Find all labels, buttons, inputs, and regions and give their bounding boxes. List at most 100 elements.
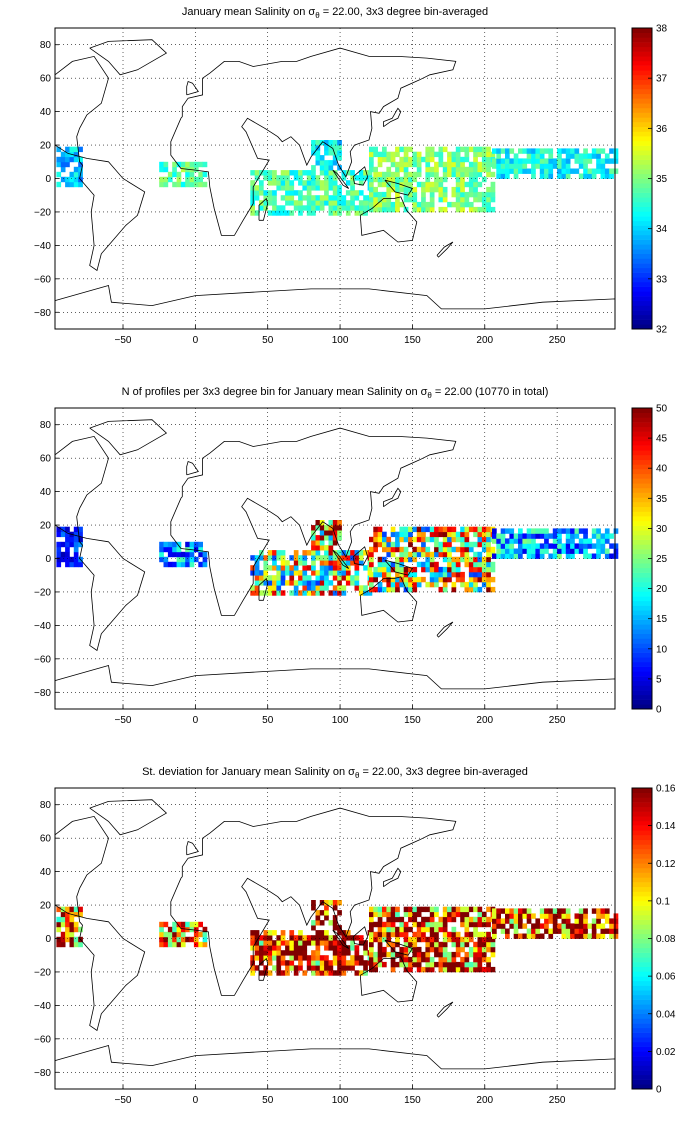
data-cell	[481, 916, 487, 923]
data-cell	[319, 930, 325, 936]
data-cell	[377, 201, 383, 208]
data-cell	[447, 151, 452, 158]
data-cell	[429, 571, 435, 578]
data-cell	[73, 531, 79, 538]
data-cell	[438, 571, 444, 578]
data-cell	[477, 951, 483, 958]
data-cell	[460, 576, 465, 583]
data-cell	[395, 566, 400, 573]
data-cell	[56, 941, 62, 948]
data-cell	[354, 195, 360, 201]
data-cell	[509, 548, 515, 554]
data-cell	[557, 923, 562, 929]
data-cell	[477, 961, 483, 968]
data-cell	[298, 590, 303, 596]
data-cell	[272, 555, 277, 561]
data-cell	[416, 206, 422, 213]
data-cell	[302, 955, 308, 961]
data-cell	[198, 551, 203, 558]
data-cell	[298, 960, 303, 966]
data-cell	[298, 950, 303, 956]
data-cell	[377, 951, 383, 958]
colorbar-swatch	[632, 652, 652, 658]
colorbar-swatch	[632, 258, 652, 264]
data-cell	[306, 205, 312, 211]
colorbar-swatch	[632, 324, 652, 330]
x-tick-label: 250	[549, 335, 566, 346]
data-cell	[412, 956, 418, 963]
data-cell	[176, 561, 182, 568]
data-cell	[481, 166, 487, 173]
data-cell	[263, 170, 269, 176]
data-cell	[486, 931, 491, 938]
data-cell	[172, 541, 177, 548]
colorbar-swatch	[632, 657, 652, 663]
data-cell	[455, 161, 461, 168]
data-cell	[451, 956, 457, 963]
data-cell	[272, 965, 277, 971]
data-cell	[350, 180, 355, 186]
data-cell	[477, 191, 483, 198]
data-cell	[438, 546, 444, 553]
data-cell	[250, 960, 255, 966]
colorbar-swatch	[632, 591, 652, 597]
data-cell	[369, 966, 374, 973]
data-cell	[254, 585, 260, 591]
data-cell	[395, 951, 400, 958]
data-cell	[386, 931, 392, 938]
data-cell	[557, 158, 562, 164]
y-tick-label: 0	[45, 174, 51, 185]
data-cell	[341, 960, 347, 966]
data-cell	[481, 581, 487, 588]
data-cell	[395, 176, 400, 183]
data-cell	[526, 148, 532, 154]
colorbar-swatch	[632, 249, 652, 255]
data-cell	[526, 168, 532, 174]
data-cell	[574, 148, 580, 154]
data-cell	[570, 553, 575, 559]
data-cell	[522, 533, 528, 539]
data-cell	[565, 928, 571, 934]
data-cell	[490, 196, 496, 203]
data-cell	[185, 161, 190, 168]
data-cell	[518, 918, 523, 924]
data-cell	[332, 535, 338, 541]
data-cell	[324, 915, 329, 921]
data-cell	[587, 933, 593, 939]
colorbar-swatch	[632, 98, 652, 104]
data-cell	[311, 530, 316, 536]
data-cell	[293, 955, 299, 961]
data-cell	[324, 525, 329, 531]
data-cell	[591, 543, 597, 549]
data-cell	[509, 908, 515, 914]
data-cell	[337, 145, 342, 151]
data-cell	[613, 553, 619, 559]
colorbar-swatch	[632, 534, 652, 540]
data-cell	[539, 148, 545, 154]
data-cell	[267, 580, 273, 586]
data-cell	[442, 956, 448, 963]
data-cell	[460, 936, 465, 943]
data-cell	[438, 531, 444, 538]
data-cell	[455, 196, 461, 203]
data-cell	[56, 546, 62, 553]
colorbar-tick-label: 32	[656, 325, 668, 336]
data-cell	[298, 195, 303, 201]
data-cell	[574, 158, 580, 164]
colorbar-swatch	[632, 525, 652, 531]
data-cell	[60, 941, 66, 948]
data-cell	[522, 168, 528, 174]
data-cell	[337, 185, 342, 191]
data-cell	[518, 163, 523, 169]
data-cell	[263, 965, 269, 971]
colorbar-swatch	[632, 558, 652, 564]
colorbar-swatch	[632, 661, 652, 667]
data-cell	[319, 570, 325, 576]
data-cell	[421, 196, 426, 203]
colorbar-tick-label: 0.06	[656, 972, 676, 983]
data-cell	[390, 916, 396, 923]
data-cell	[434, 951, 439, 958]
data-cell	[65, 531, 70, 538]
data-cell	[468, 171, 474, 178]
data-cell	[302, 570, 308, 576]
